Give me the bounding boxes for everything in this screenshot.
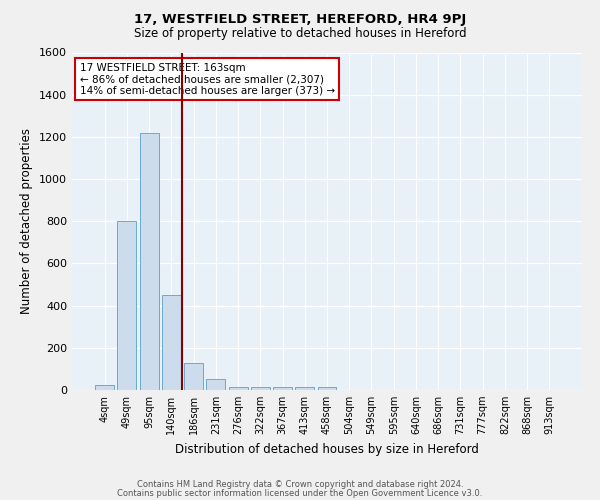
Bar — [162, 295, 181, 390]
Text: 17, WESTFIELD STREET, HEREFORD, HR4 9PJ: 17, WESTFIELD STREET, HEREFORD, HR4 9PJ — [134, 12, 466, 26]
Bar — [95, 386, 114, 390]
Bar — [118, 221, 136, 390]
Bar — [295, 387, 314, 390]
Text: Contains public sector information licensed under the Open Government Licence v3: Contains public sector information licen… — [118, 489, 482, 498]
Bar — [184, 362, 203, 390]
Text: Size of property relative to detached houses in Hereford: Size of property relative to detached ho… — [134, 28, 466, 40]
X-axis label: Distribution of detached houses by size in Hereford: Distribution of detached houses by size … — [175, 442, 479, 456]
Bar — [273, 387, 292, 390]
Text: 17 WESTFIELD STREET: 163sqm
← 86% of detached houses are smaller (2,307)
14% of : 17 WESTFIELD STREET: 163sqm ← 86% of det… — [80, 62, 335, 96]
Bar — [206, 379, 225, 390]
Bar — [140, 132, 158, 390]
Bar — [229, 386, 248, 390]
Bar — [251, 387, 270, 390]
Y-axis label: Number of detached properties: Number of detached properties — [20, 128, 34, 314]
Text: Contains HM Land Registry data © Crown copyright and database right 2024.: Contains HM Land Registry data © Crown c… — [137, 480, 463, 489]
Bar — [317, 387, 337, 390]
